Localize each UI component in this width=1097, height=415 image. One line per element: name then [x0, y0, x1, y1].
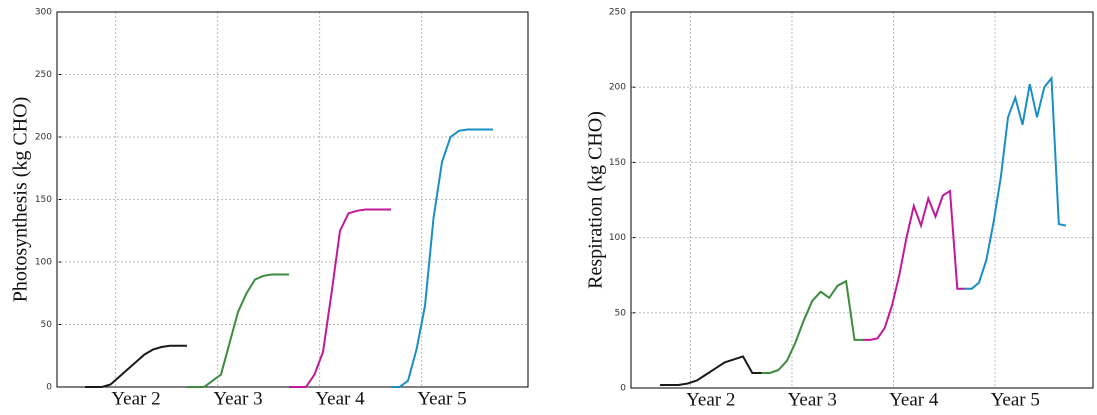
- x-tick-label: Year 3: [213, 388, 262, 409]
- data-line: [761, 279, 863, 374]
- y-tick-label: 250: [609, 8, 626, 18]
- x-tick-label: Year 4: [315, 388, 365, 409]
- x-tick-label: Year 5: [417, 388, 466, 409]
- y-axis-label: Photosynthesis (kg CHO): [10, 97, 32, 303]
- y-tick-label: 200: [35, 133, 52, 143]
- y-tick-label: 50: [615, 308, 627, 318]
- data-line: [391, 128, 493, 388]
- y-tick-label: 150: [35, 195, 52, 205]
- y-tick-label: 200: [609, 83, 626, 93]
- x-tick-label: Year 5: [991, 389, 1040, 410]
- y-tick-label: 100: [35, 258, 52, 268]
- y-tick-label: 0: [46, 383, 52, 393]
- y-tick-label: 150: [609, 158, 626, 168]
- x-tick-label: Year 4: [889, 389, 939, 410]
- data-line: [289, 208, 391, 388]
- y-tick-label: 50: [41, 320, 53, 330]
- y-tick-label: 0: [620, 384, 626, 394]
- x-tick-label: Year 2: [111, 388, 160, 409]
- y-tick-label: 100: [609, 233, 626, 243]
- data-line: [863, 189, 965, 341]
- plot-frame: [630, 11, 1094, 389]
- data-line: [85, 344, 187, 388]
- y-tick-label: 300: [35, 8, 52, 18]
- data-line: [964, 75, 1067, 290]
- x-tick-label: Year 3: [788, 389, 837, 410]
- data-line: [660, 355, 762, 386]
- x-tick-label: Year 2: [686, 389, 735, 410]
- data-line: [187, 273, 289, 388]
- y-axis-label: Respiration (kg CHO): [585, 111, 607, 289]
- y-tick-label: 250: [35, 70, 52, 80]
